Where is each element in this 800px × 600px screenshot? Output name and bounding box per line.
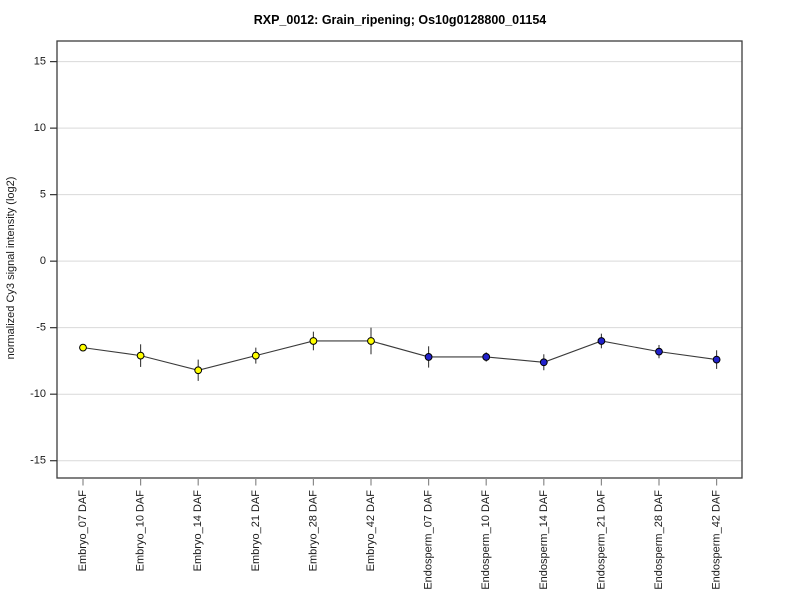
x-category-label: Embryo_42 DAF [365, 490, 377, 572]
data-point [367, 337, 375, 345]
x-category-label: Embryo_14 DAF [192, 490, 204, 572]
x-category-label: Embryo_10 DAF [135, 490, 147, 572]
data-point [712, 355, 721, 364]
y-tick-label: 10 [34, 122, 46, 134]
x-category-label: Embryo_21 DAF [250, 490, 262, 572]
data-point [136, 351, 145, 360]
data-point [309, 337, 318, 345]
data-point [482, 353, 491, 361]
x-category-label: Endosperm_21 DAF [595, 490, 607, 590]
data-point [539, 358, 548, 367]
x-category-label: Endosperm_14 DAF [538, 490, 550, 590]
y-tick-label: -15 [30, 455, 46, 467]
y-tick-label: 0 [40, 255, 46, 267]
data-point [597, 337, 606, 345]
y-tick-label: 5 [40, 189, 46, 201]
chart-layer: 15 10 5 0 -5 -10 -15 Embryo_07 DAF Embryo_10 DAF… [30, 40, 743, 590]
x-category-label: Endosperm_10 DAF [480, 490, 492, 590]
x-category-label: Embryo_07 DAF [77, 490, 89, 572]
plot-frame [56, 40, 743, 479]
y-tick-label: -10 [30, 388, 46, 400]
chart-title: RXP_0012: Grain_ripening; Os10g0128800_0… [254, 13, 547, 27]
data-point [79, 343, 87, 352]
y-tick-label: 15 [34, 56, 46, 68]
y-axis-label: normalized Cy3 signal intensity (log2) [5, 177, 17, 360]
data-point [251, 351, 260, 360]
x-category-label: Endosperm_42 DAF [711, 490, 723, 590]
data-point [194, 366, 203, 375]
x-category-label: Endosperm_07 DAF [423, 490, 435, 590]
y-tick-label: -5 [36, 322, 46, 334]
x-category-label: Endosperm_28 DAF [653, 490, 665, 590]
data-point [655, 347, 663, 356]
data-point [424, 353, 433, 361]
x-category-label: Embryo_28 DAF [307, 490, 319, 572]
series-line [82, 340, 717, 371]
